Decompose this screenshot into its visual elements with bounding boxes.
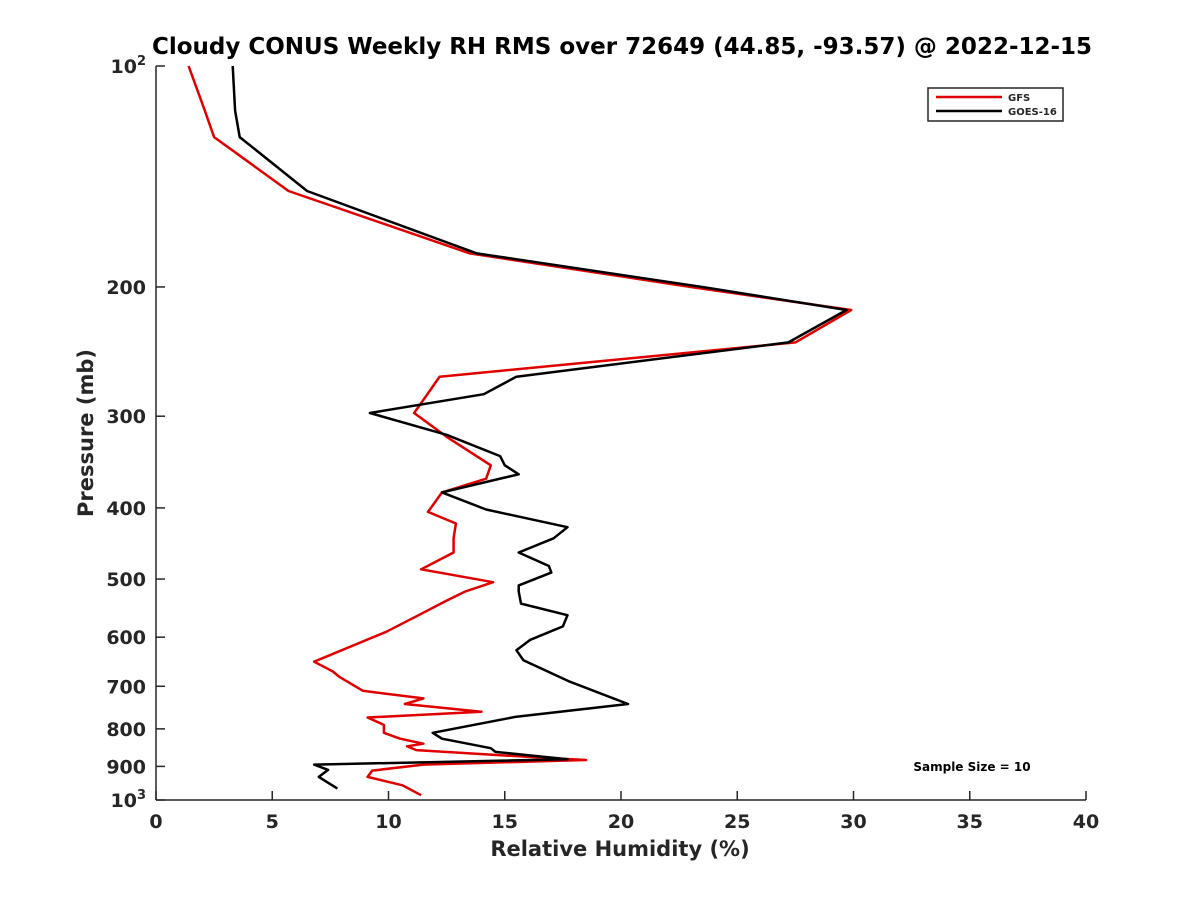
x-tick-label: 20 [608,811,634,833]
y-tick-label: 200 [106,277,146,299]
y-axis-label: Pressure (mb) [74,349,98,517]
y-tick-label: 500 [106,569,146,591]
x-tick-label: 30 [840,811,866,833]
series-layer [187,65,853,797]
legend-box [927,87,1064,122]
x-tick-label: 40 [1073,811,1099,833]
y-tick-label: 600 [106,627,146,649]
legend: GFS GOES-16 [927,87,1064,122]
legend-label-goes16: GOES-16 [1008,107,1057,118]
x-tick-label: 5 [266,811,279,833]
y-tick-label: 400 [106,498,146,520]
x-tick-label: 10 [375,811,401,833]
y-tick-label: 103 [111,788,147,812]
x-tick-label: 25 [724,811,750,833]
axes-layer: 0 5 10 15 20 25 30 35 40 102 200 300 400 500 600 700 800… [106,54,1099,833]
x-tick-label: 15 [492,811,518,833]
x-tick-label: 0 [149,811,162,833]
series-line-gfs [187,65,853,797]
x-tick-label: 35 [957,811,983,833]
chart-title: Cloudy CONUS Weekly RH RMS over 72649 (4… [152,34,1092,60]
y-tick-label: 300 [106,406,146,428]
y-tick-label: 800 [106,719,146,741]
y-tick-label: 900 [106,756,146,778]
series-line-goes16 [231,65,848,790]
y-tick-label: 102 [111,54,147,78]
legend-label-gfs: GFS [1008,93,1030,104]
y-tick-label: 700 [106,676,146,698]
sample-size-annotation: Sample Size = 10 [913,760,1030,774]
x-axis-label: Relative Humidity (%) [490,837,749,861]
